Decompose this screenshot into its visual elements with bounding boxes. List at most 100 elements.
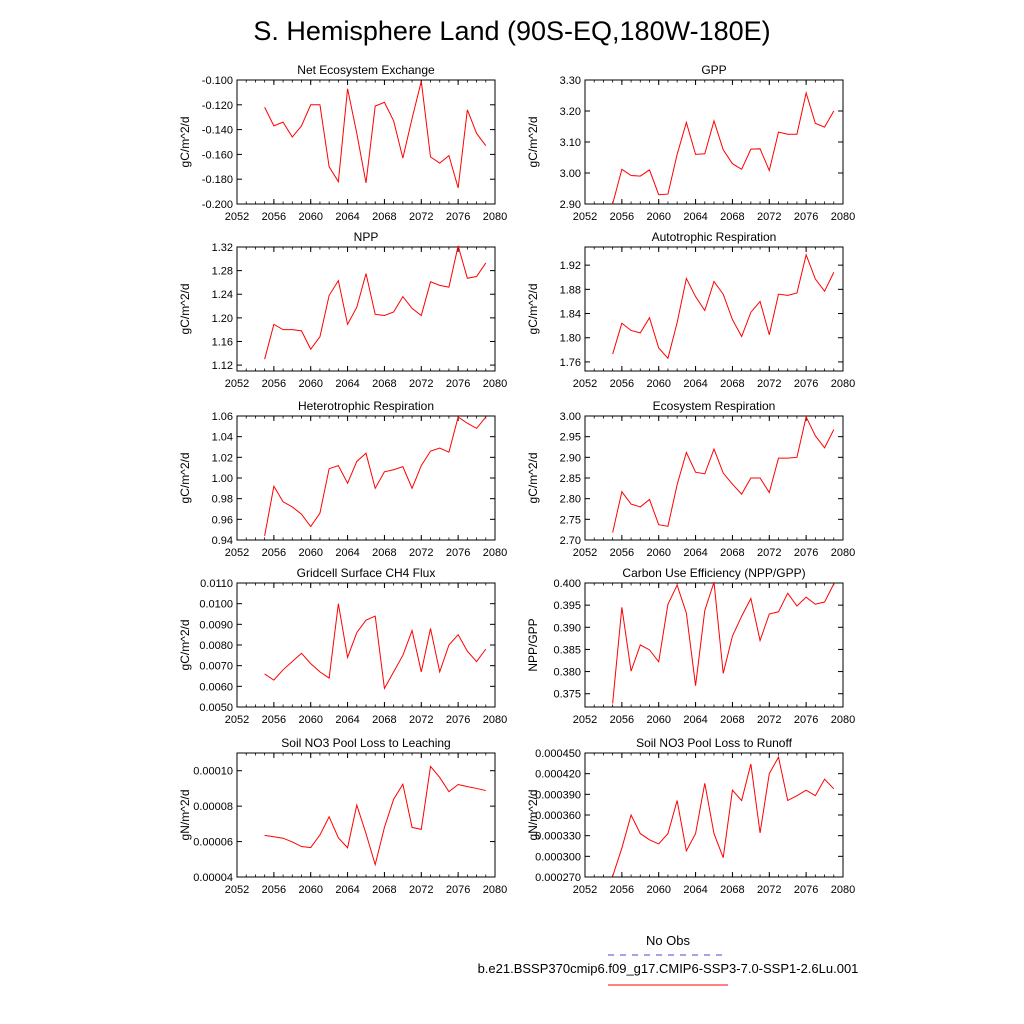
y-tick-label: 0.00006 [193, 837, 233, 849]
y-tick-label: 0.375 [553, 689, 581, 701]
plot-frame [236, 246, 496, 372]
x-tick-label: 2056 [262, 378, 286, 390]
y-tick-label: 1.24 [212, 289, 233, 301]
x-tick-label: 2072 [757, 714, 781, 726]
x-tick-label: 2068 [720, 378, 744, 390]
y-tick-label: 0.96 [212, 514, 233, 526]
x-tick-label: 2056 [610, 211, 634, 223]
x-tick-label: 2052 [225, 714, 249, 726]
y-tick-label: 1.84 [560, 309, 581, 321]
plot-frame [236, 415, 496, 541]
x-tick-label: 2072 [757, 378, 781, 390]
plot-frame [584, 246, 844, 372]
chart-panel-5: Heterotrophic Respiration gC/m^2/d 2052 205… [178, 399, 507, 559]
y-tick-label: 1.06 [212, 411, 233, 423]
chart-title: Net Ecosystem Exchange [297, 63, 435, 77]
plot-frame [584, 582, 844, 708]
y-axis-label: NPP/GPP [526, 618, 540, 671]
x-tick-label: 2076 [446, 884, 470, 896]
y-tick-label: 1.80 [560, 333, 581, 345]
y-tick-label: 0.00010 [193, 766, 233, 778]
plot-frame [584, 752, 844, 878]
x-tick-label: 2060 [646, 211, 670, 223]
x-tick-label: 2064 [335, 211, 359, 223]
x-tick-label: 2052 [573, 211, 597, 223]
y-tick-label: 0.000270 [535, 872, 581, 884]
x-tick-label: 2052 [573, 884, 597, 896]
chart-panel-9: Soil NO3 Pool Loss to Leaching gN/m^2/d 20… [178, 736, 507, 896]
x-tick-label: 2060 [298, 211, 322, 223]
y-tick-label: 0.380 [553, 667, 581, 679]
y-tick-label: 1.88 [560, 284, 581, 296]
chart-panel-1: Net Ecosystem Exchange gC/m^2/d 2052 2056 20… [178, 63, 507, 223]
chart-title: Gridcell Surface CH4 Flux [297, 566, 436, 580]
y-tick-label: 1.12 [212, 360, 233, 372]
y-tick-label: -0.140 [202, 125, 233, 137]
x-tick-label: 2080 [831, 211, 855, 223]
x-tick-label: 2056 [262, 714, 286, 726]
y-tick-label: -0.200 [202, 199, 233, 211]
y-tick-label: 0.000300 [535, 851, 581, 863]
x-tick-label: 2072 [409, 211, 433, 223]
chart-panel-3: NPP gC/m^2/d 2052 2056 2060 2064 2068 2072 2076 2… [178, 230, 507, 390]
x-tick-label: 2052 [225, 884, 249, 896]
plot-frame [584, 415, 844, 541]
y-tick-label: 3.00 [560, 168, 581, 180]
y-tick-label: 2.75 [560, 514, 581, 526]
y-tick-label: 0.0070 [199, 661, 233, 673]
legend: No Obs b.e21.BSSP370cmip6.f09_g17.CMIP6-… [478, 933, 859, 986]
x-tick-label: 2060 [646, 378, 670, 390]
x-tick-label: 2072 [757, 211, 781, 223]
x-tick-label: 2064 [683, 547, 707, 559]
x-tick-label: 2056 [262, 547, 286, 559]
y-tick-label: 2.80 [560, 494, 581, 506]
plot-frame [584, 79, 844, 205]
y-tick-label: 1.02 [212, 452, 233, 464]
legend-label-model: b.e21.BSSP370cmip6.f09_g17.CMIP6-SSP3-7.… [478, 961, 859, 976]
y-tick-label: 0.395 [553, 600, 581, 612]
x-tick-label: 2068 [720, 714, 744, 726]
x-tick-label: 2080 [831, 378, 855, 390]
series-line [264, 416, 487, 536]
y-tick-label: 3.30 [560, 75, 581, 87]
y-axis-label: gC/m^2/d [178, 117, 192, 168]
x-tick-label: 2076 [446, 211, 470, 223]
x-tick-label: 2060 [646, 884, 670, 896]
x-tick-label: 2076 [794, 547, 818, 559]
y-tick-label: 1.32 [212, 242, 233, 254]
x-tick-label: 2072 [409, 714, 433, 726]
x-tick-label: 2060 [646, 714, 670, 726]
x-tick-label: 2068 [720, 547, 744, 559]
series-line [612, 253, 835, 360]
plot-frame [236, 752, 496, 878]
y-tick-label: 2.90 [560, 199, 581, 211]
y-tick-label: 2.85 [560, 473, 581, 485]
x-tick-label: 2068 [372, 884, 396, 896]
x-tick-label: 2064 [683, 714, 707, 726]
x-tick-label: 2076 [446, 714, 470, 726]
y-tick-label: 1.76 [560, 357, 581, 369]
y-axis-label: gC/m^2/d [526, 453, 540, 504]
y-tick-label: 0.98 [212, 494, 233, 506]
x-tick-label: 2064 [683, 378, 707, 390]
x-tick-label: 2052 [225, 378, 249, 390]
chart-panel-7: Gridcell Surface CH4 Flux gC/m^2/d 2052 205… [178, 566, 507, 726]
y-tick-label: 0.400 [553, 578, 581, 590]
chart-title: GPP [701, 63, 726, 77]
y-tick-label: 0.0110 [200, 578, 233, 590]
y-tick-label: -0.120 [202, 100, 233, 112]
x-tick-label: 2080 [483, 211, 507, 223]
y-tick-label: 2.95 [560, 432, 581, 444]
y-axis-label: gC/m^2/d [178, 620, 192, 671]
series-line [612, 581, 835, 704]
x-tick-label: 2060 [646, 547, 670, 559]
y-tick-label: 3.20 [560, 106, 581, 118]
x-tick-label: 2064 [683, 211, 707, 223]
chart-title: Heterotrophic Respiration [298, 399, 434, 413]
x-tick-label: 2080 [483, 884, 507, 896]
chart-title: NPP [354, 230, 379, 244]
y-tick-label: -0.180 [202, 174, 233, 186]
x-tick-label: 2076 [794, 211, 818, 223]
y-axis-label: gC/m^2/d [178, 453, 192, 504]
x-tick-label: 2052 [573, 714, 597, 726]
